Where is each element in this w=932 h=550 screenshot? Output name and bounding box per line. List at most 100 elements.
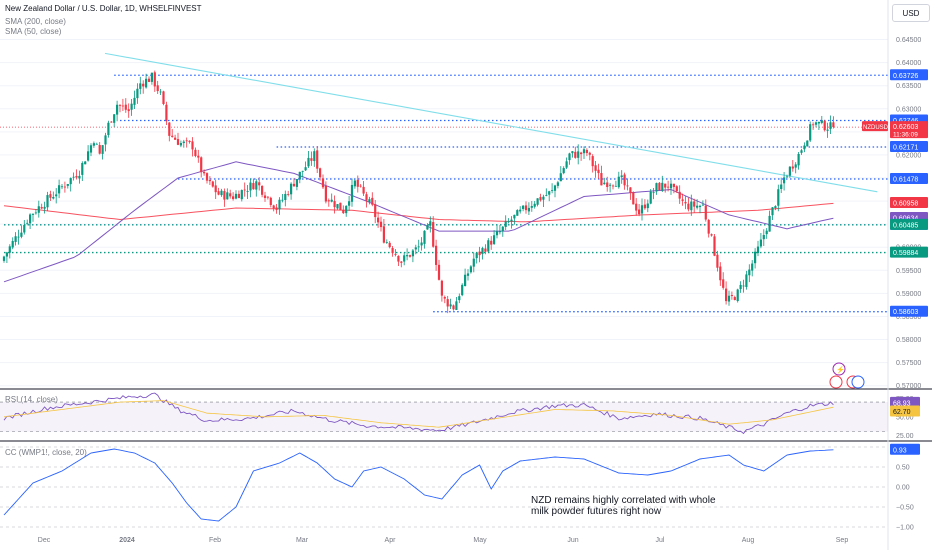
candle-body (261, 185, 264, 195)
candle-body (423, 230, 426, 244)
candle-body (11, 241, 14, 248)
candle-body (495, 231, 499, 236)
candle-body (359, 185, 362, 187)
currency-button[interactable]: USD (892, 4, 930, 22)
candle-body (391, 248, 394, 254)
candle-body (437, 264, 441, 280)
candle-body (417, 246, 420, 248)
candle-body (142, 83, 145, 87)
chart-title: New Zealand Dollar / U.S. Dollar, 1D, WH… (5, 4, 202, 13)
candle-body (116, 104, 119, 115)
sma200-legend[interactable]: SMA (200, close) (5, 17, 66, 26)
candle-body (556, 182, 559, 186)
candle-body (820, 120, 823, 123)
time-tick: Mar (296, 537, 309, 544)
candle-body (440, 280, 443, 296)
candle-body (203, 171, 206, 174)
candle-body (513, 214, 516, 219)
candle-body (785, 176, 789, 178)
candle-body (107, 122, 110, 136)
candle-body (5, 252, 8, 257)
candle-body (716, 254, 719, 268)
level-price-label: 0.61478 (893, 177, 918, 184)
chart-annotation: NZD remains highly correlated with whole… (531, 495, 716, 517)
sma50-line (3, 161, 834, 283)
candle-body (522, 205, 525, 209)
candle-body (278, 199, 281, 210)
candle-body (2, 256, 6, 261)
candle-body (284, 193, 287, 200)
candle-body (568, 153, 571, 161)
price-tick: 0.57500 (896, 360, 921, 367)
candle-body (208, 179, 211, 182)
level-price-label-bg (890, 197, 928, 209)
price-panel-grid (0, 39, 888, 387)
cc-tick: 0.00 (896, 485, 910, 492)
candle-body (40, 207, 43, 209)
candle-body (63, 186, 66, 188)
candle-body (377, 217, 380, 223)
sma50-legend[interactable]: SMA (50, close) (5, 27, 62, 36)
candle-body (600, 173, 603, 186)
candle-body (26, 222, 29, 224)
candle-body (379, 221, 383, 228)
candle-body (78, 175, 81, 179)
candle-body (69, 178, 72, 185)
candle-body (545, 195, 548, 196)
correlation-panel (0, 446, 888, 528)
candle-body (234, 193, 238, 199)
candle-body (577, 151, 580, 158)
rsi-legend[interactable]: RSI (14, close) (5, 395, 58, 404)
candle-body (719, 266, 722, 281)
candle-body (690, 201, 693, 211)
candle-body (104, 135, 107, 145)
candle-body (812, 124, 815, 126)
rsi-value-label-bg (890, 396, 920, 408)
candle-body (565, 161, 568, 168)
candle-body (365, 194, 368, 201)
candle-body (330, 199, 333, 202)
candle-body (426, 225, 429, 230)
candle-body (356, 179, 359, 187)
countdown-label: 11:36:09 (893, 132, 918, 139)
symbol-tag: NZDUSD (863, 125, 889, 131)
correlation-legend[interactable]: CC (WMP1!, close, 20) (5, 448, 87, 457)
candle-body (397, 255, 400, 262)
level-price-label-bg (890, 218, 928, 230)
price-tick: 0.64500 (896, 37, 921, 44)
candle-body (411, 250, 414, 257)
time-tick: 2024 (119, 537, 135, 544)
candle-body (742, 285, 745, 287)
candle-body (632, 192, 635, 205)
candle-body (406, 255, 409, 257)
price-tick: 0.58000 (896, 337, 921, 344)
candle-body (89, 145, 93, 153)
candle-body (188, 140, 191, 143)
candle-body (487, 240, 490, 252)
candle-body (611, 185, 615, 187)
us-flag-event-icon (829, 375, 843, 389)
time-tick: Jun (567, 537, 578, 544)
time-tick: Jul (656, 537, 665, 544)
candle-body (310, 158, 313, 161)
candle-body (133, 97, 136, 105)
candle-body (516, 210, 519, 216)
candle-body (751, 263, 754, 271)
level-price-label: 0.59884 (893, 250, 918, 257)
candle-body (603, 182, 606, 185)
candle-body (147, 78, 151, 82)
candle-body (658, 182, 661, 191)
candle-body (121, 105, 124, 107)
candle-body (606, 182, 609, 187)
us-flag-event-icon (851, 375, 865, 389)
price-axis-labels: 0.637260.627460.621710.614780.609580.606… (862, 69, 928, 455)
candle-body (191, 141, 194, 150)
candle-body (37, 206, 40, 213)
candle-body (156, 85, 159, 92)
candle-body (29, 214, 32, 224)
candle-body (652, 192, 655, 194)
candle-body (336, 204, 339, 209)
candle-body (620, 175, 623, 178)
candle-body (101, 145, 104, 154)
